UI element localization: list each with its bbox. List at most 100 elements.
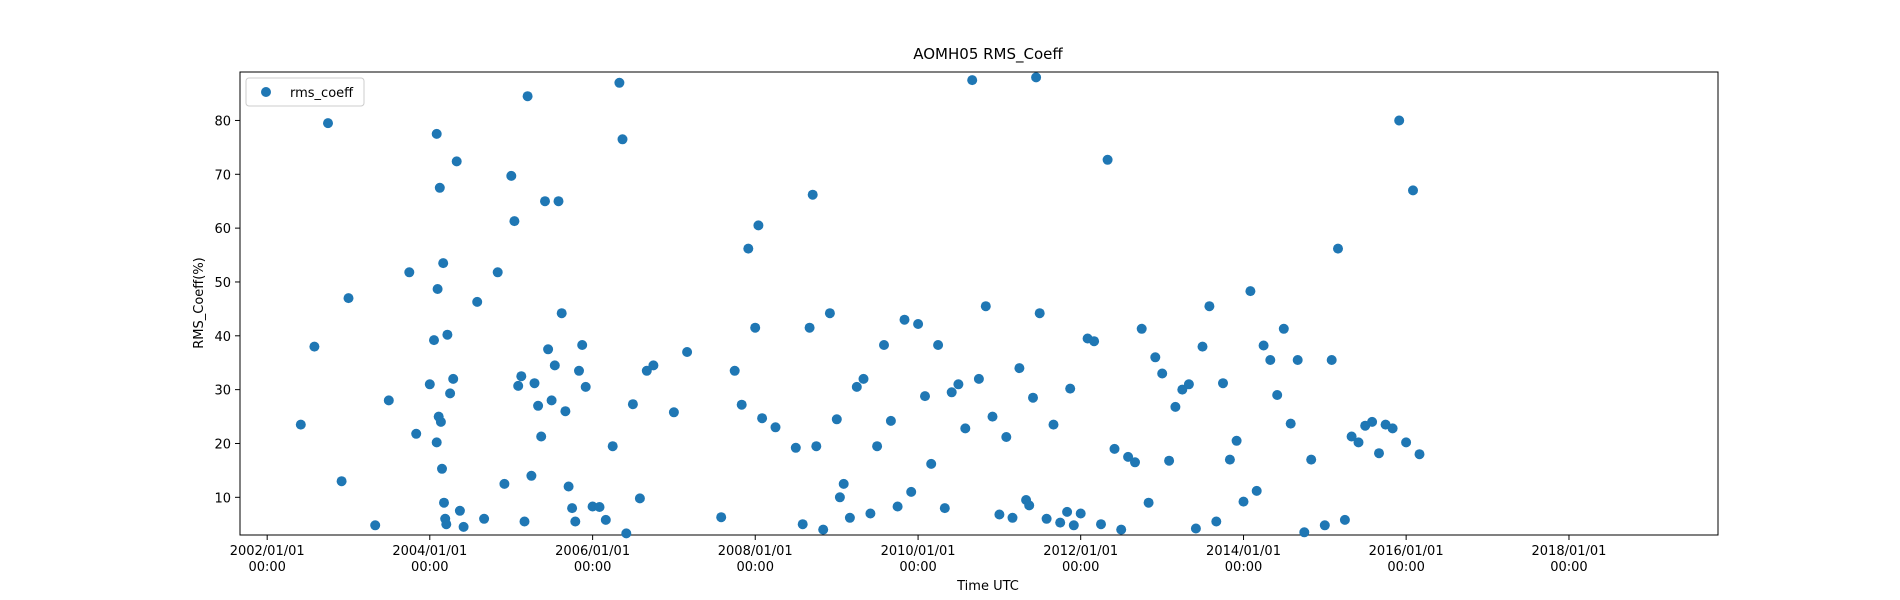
data-point xyxy=(621,528,632,539)
data-point xyxy=(549,360,560,371)
x-tick-label-line: 00:00 xyxy=(1387,560,1424,575)
data-point xyxy=(445,388,456,399)
data-point xyxy=(838,478,849,489)
y-tick-label: 50 xyxy=(214,276,231,291)
x-tick-label-line: 2016/01/01 xyxy=(1369,544,1444,559)
data-point xyxy=(383,395,394,406)
y-tick-label: 30 xyxy=(214,384,231,399)
data-point xyxy=(336,476,347,487)
data-point xyxy=(960,423,971,434)
legend-box xyxy=(245,77,365,107)
data-point xyxy=(370,520,381,531)
data-point xyxy=(343,293,354,304)
scatter-points xyxy=(295,72,1425,539)
x-tick-label: 2012/01/01 00:00 xyxy=(1043,544,1118,575)
data-point xyxy=(580,381,591,392)
y-tick-label: 10 xyxy=(214,491,231,506)
data-point xyxy=(1353,437,1364,448)
data-point xyxy=(1387,423,1398,434)
data-point xyxy=(1130,457,1140,468)
data-point xyxy=(1136,323,1147,334)
data-point xyxy=(824,308,835,319)
data-point xyxy=(753,220,764,231)
data-point xyxy=(513,380,524,391)
data-point xyxy=(1265,355,1276,365)
data-point xyxy=(818,524,829,535)
x-tick-label-line: 00:00 xyxy=(1225,560,1262,575)
data-point xyxy=(437,463,447,474)
data-point xyxy=(1408,185,1418,196)
x-tick-label-line: 00:00 xyxy=(574,560,611,575)
legend: rms_coeff xyxy=(245,77,365,107)
data-point xyxy=(519,516,530,527)
data-point xyxy=(1292,355,1303,365)
data-point xyxy=(1116,524,1127,535)
data-point xyxy=(607,441,618,452)
plot-area-frame xyxy=(239,71,1719,536)
data-point xyxy=(648,360,659,371)
data-point xyxy=(926,458,937,469)
data-point xyxy=(1150,352,1161,363)
legend-marker xyxy=(261,87,271,97)
data-point xyxy=(570,516,581,527)
x-tick-label-line: 00:00 xyxy=(737,560,774,575)
data-point xyxy=(1170,401,1181,412)
data-point xyxy=(1034,308,1045,319)
data-point xyxy=(757,413,768,424)
data-point xyxy=(451,156,462,167)
data-point xyxy=(913,319,924,329)
data-point xyxy=(1367,416,1378,427)
data-point xyxy=(429,335,439,346)
data-point xyxy=(1102,154,1113,165)
data-point xyxy=(872,441,883,452)
y-tick-label: 60 xyxy=(214,222,231,237)
data-point xyxy=(920,391,930,402)
data-point xyxy=(743,243,754,254)
data-point xyxy=(499,478,510,489)
data-point xyxy=(431,128,442,139)
data-point xyxy=(1048,419,1059,430)
data-point xyxy=(933,340,944,350)
x-tick-label-line: 00:00 xyxy=(899,560,936,575)
data-point xyxy=(540,196,550,207)
data-point xyxy=(454,505,465,516)
data-point xyxy=(458,521,469,532)
data-point xyxy=(600,514,611,525)
data-point xyxy=(851,381,862,392)
data-point xyxy=(804,322,815,333)
y-tick-label: 80 xyxy=(214,114,231,129)
data-point xyxy=(309,341,320,352)
data-point xyxy=(522,91,533,102)
data-point xyxy=(1197,341,1208,352)
data-point xyxy=(553,196,564,207)
data-point xyxy=(567,503,578,514)
data-point xyxy=(750,322,761,333)
data-point xyxy=(946,387,957,398)
data-point xyxy=(439,497,449,508)
data-point xyxy=(885,415,896,426)
data-point xyxy=(807,189,818,200)
data-point xyxy=(980,301,991,312)
data-point xyxy=(529,378,540,389)
data-point xyxy=(716,512,727,523)
x-tick-label-line: 00:00 xyxy=(248,560,285,575)
y-tick-label: 70 xyxy=(214,168,231,183)
x-tick-label-line: 2018/01/01 xyxy=(1532,544,1607,559)
data-point xyxy=(448,373,459,384)
data-point xyxy=(729,365,740,376)
data-point xyxy=(533,400,544,411)
x-tick-label: 2004/01/01 00:00 xyxy=(392,544,467,575)
data-point xyxy=(1272,390,1283,400)
data-point xyxy=(435,416,446,427)
data-point xyxy=(536,431,547,442)
data-point xyxy=(879,340,889,350)
data-point xyxy=(634,493,645,504)
data-point xyxy=(617,134,628,145)
data-point xyxy=(1251,485,1262,496)
x-tick-label: 2002/01/01 00:00 xyxy=(230,544,305,575)
data-point xyxy=(1055,517,1066,528)
x-tick-label: 2018/01/01 00:00 xyxy=(1532,544,1607,575)
data-point xyxy=(1231,435,1242,446)
